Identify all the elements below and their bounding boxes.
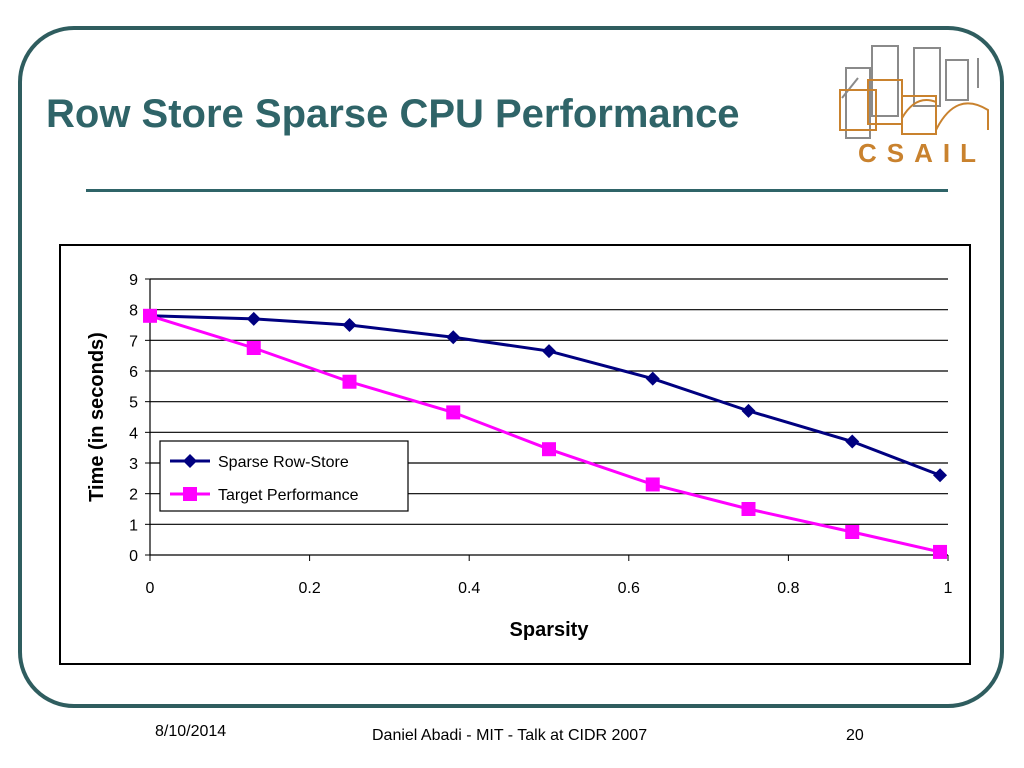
- series-2-point-3: [446, 405, 461, 420]
- csail-logo-icon: [839, 45, 989, 139]
- series-1-point-5: [645, 371, 660, 386]
- footer-date: 8/10/2014: [155, 723, 227, 740]
- y-tick-label-2: 2: [129, 487, 138, 504]
- x-tick-label-0: 0: [146, 580, 155, 597]
- series-1-point-2: [342, 318, 357, 332]
- series-2-point-6: [741, 502, 756, 516]
- series-1-point-6: [741, 403, 756, 418]
- footer-page-number: 20: [846, 727, 864, 744]
- series-2-point-8: [933, 544, 948, 559]
- logo-text: CSAIL: [858, 138, 986, 168]
- series-2-point-0: [143, 308, 157, 323]
- slide-frame: [18, 26, 1004, 708]
- y-tick-label-1: 1: [129, 517, 138, 534]
- y-tick-label-0: 0: [129, 548, 138, 565]
- series-1-point-1: [246, 311, 261, 326]
- series-2-point-7: [845, 525, 860, 539]
- x-tick-label-1: 1: [944, 580, 953, 597]
- x-tick-label-0.6: 0.6: [618, 580, 640, 597]
- x-tick-label-0.4: 0.4: [458, 580, 480, 597]
- series-1-point-8: [933, 468, 948, 483]
- legend-box: [159, 440, 409, 512]
- legend-label-2: Target Performance: [218, 487, 359, 504]
- y-tick-label-4: 4: [129, 425, 138, 442]
- series-1-point-3: [446, 330, 461, 345]
- footer-presenter: Daniel Abadi - MIT - Talk at CIDR 2007: [372, 727, 648, 744]
- y-tick-label-3: 3: [129, 456, 138, 473]
- legend-label-1: Sparse Row-Store: [218, 454, 349, 471]
- title-underline: [86, 189, 948, 192]
- y-tick-label-5: 5: [129, 395, 138, 412]
- y-tick-label-7: 7: [129, 333, 138, 350]
- series-2-point-4: [542, 442, 556, 457]
- x-axis-title: Sparsity: [510, 619, 590, 641]
- legend-marker-1: [183, 454, 197, 468]
- y-axis-title: Time (in seconds): [86, 332, 108, 502]
- y-tick-label-6: 6: [129, 364, 138, 381]
- slide-title: Row Store Sparse CPU Performance: [46, 92, 740, 136]
- series-2-point-1: [246, 341, 261, 355]
- x-tick-label-0.8: 0.8: [777, 580, 799, 597]
- y-tick-label-9: 9: [129, 272, 138, 289]
- series-2-point-5: [645, 477, 660, 492]
- series-1-point-7: [845, 434, 860, 449]
- x-tick-label-0.2: 0.2: [298, 580, 320, 597]
- y-tick-label-8: 8: [129, 303, 138, 320]
- legend-marker-2: [183, 487, 197, 501]
- series-1-point-4: [542, 344, 556, 359]
- series-2-point-2: [342, 374, 357, 389]
